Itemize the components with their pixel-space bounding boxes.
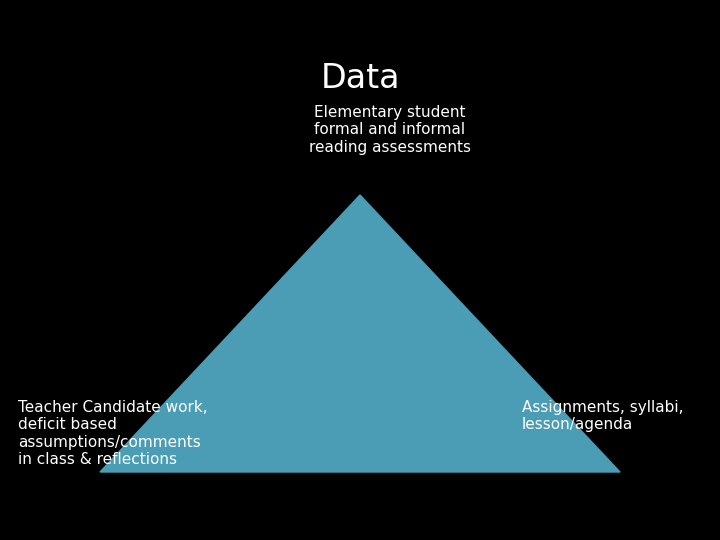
Text: Elementary student
formal and informal
reading assessments: Elementary student formal and informal r… [309,105,471,155]
Text: Assignments, syllabi,
lesson/agenda: Assignments, syllabi, lesson/agenda [522,400,683,433]
Polygon shape [100,195,620,472]
Text: Teacher Candidate work,
deficit based
assumptions/comments
in class & reflection: Teacher Candidate work, deficit based as… [18,400,207,467]
Text: Data: Data [320,62,400,95]
